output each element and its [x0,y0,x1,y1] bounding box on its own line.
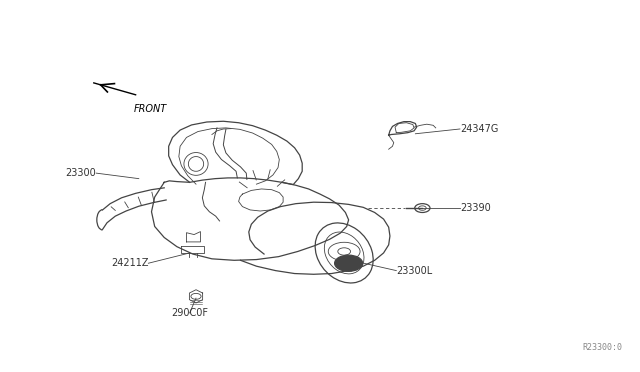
Text: 23300: 23300 [65,168,96,178]
Text: 24211Z: 24211Z [111,258,148,268]
Text: 23390: 23390 [460,203,491,213]
Text: R23300:0: R23300:0 [582,343,622,352]
Text: 23300L: 23300L [396,266,433,276]
Text: 290C0F: 290C0F [171,308,208,318]
Text: FRONT: FRONT [134,105,167,115]
Text: 24347G: 24347G [460,124,499,134]
Circle shape [335,255,363,271]
